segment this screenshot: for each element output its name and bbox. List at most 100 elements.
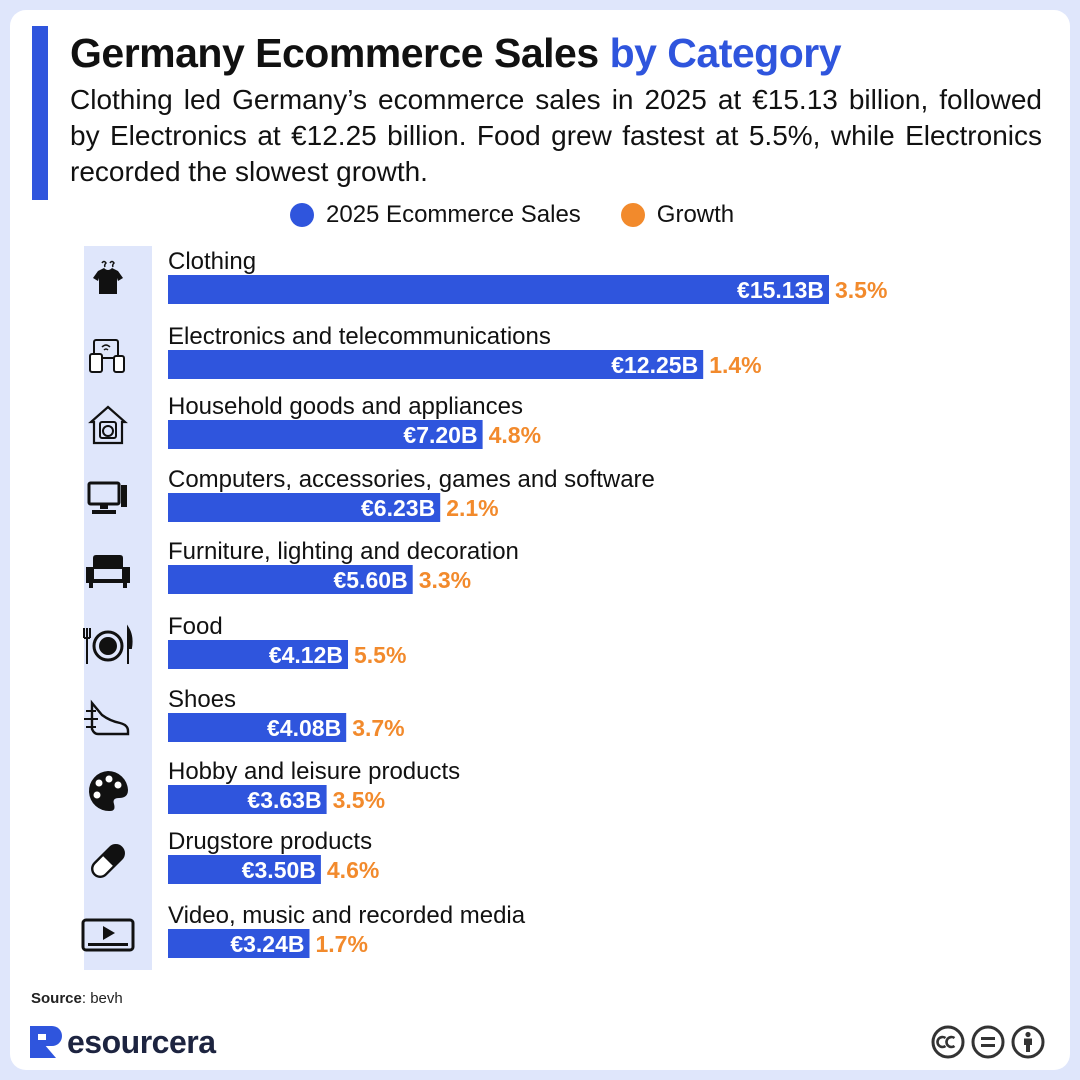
growth-value-label: 3.5%: [835, 277, 887, 303]
nd-icon: [971, 1025, 1005, 1059]
brand-logo: esourcera: [30, 1023, 216, 1060]
paint-dot: [95, 779, 103, 787]
growth-value-label: 3.3%: [419, 567, 471, 593]
sales-value-label: €6.23B: [361, 495, 435, 521]
shoe-shape: [90, 699, 130, 736]
paint-dot: [114, 781, 122, 789]
growth-value-label: 3.7%: [352, 715, 404, 741]
sales-value-label: €5.60B: [334, 567, 408, 593]
progress-track: [88, 943, 128, 946]
tablet-shape: [89, 353, 103, 373]
brand-name: esourcera: [67, 1023, 216, 1060]
sales-bar: [168, 420, 483, 449]
house-shape: [88, 405, 128, 445]
sales-value-label: €15.13B: [737, 277, 824, 303]
washer-shape: [99, 421, 117, 439]
sales-bar: [168, 929, 310, 958]
washer-drum: [102, 425, 114, 437]
sales-bar: [168, 640, 348, 669]
devices-icon: [89, 339, 125, 373]
growth-value-label: 4.8%: [489, 422, 541, 448]
sales-value-label: €4.12B: [269, 642, 343, 668]
sales-value-label: €3.50B: [242, 857, 316, 883]
chair-leg-right: [123, 583, 127, 588]
household-icon: [88, 405, 128, 445]
sales-bar: [168, 855, 321, 884]
sales-value-label: €12.25B: [611, 352, 698, 378]
dining-icon: [83, 624, 133, 664]
pill-half: [102, 845, 124, 867]
fork-shape: [83, 628, 91, 664]
monitor-shape: [93, 339, 119, 359]
growth-value-label: 2.1%: [446, 495, 498, 521]
growth-value-label: 3.5%: [333, 787, 385, 813]
growth-value-label: 1.7%: [316, 931, 368, 957]
infographic-card: Germany Ecommerce Sales by Category Clot…: [10, 10, 1070, 1070]
legend-item-sales: 2025 Ecommerce Sales: [290, 201, 581, 229]
chair-leg-left: [89, 583, 93, 588]
license-badges: [930, 1024, 1046, 1060]
player-frame: [81, 918, 135, 952]
computer-icon: [87, 481, 127, 514]
tower-shape: [121, 485, 127, 507]
category-label: Clothing: [168, 248, 256, 275]
category-label: Electronics and telecommunications: [168, 323, 551, 350]
tshirt-icon: [93, 260, 123, 294]
legend-swatch-growth: [620, 203, 645, 227]
cc-icon: [931, 1025, 965, 1059]
play-triangle: [103, 926, 115, 940]
paint-dot: [93, 791, 101, 799]
bar-chart: Clothing €15.13B 3.5% Electronics and telec…: [81, 248, 887, 958]
category-label: Shoes: [168, 686, 236, 713]
chair-back: [93, 555, 123, 569]
source-note: Source: bevh: [31, 990, 123, 1007]
title-main: Germany Ecommerce Sales: [70, 30, 599, 76]
keyboard-shape: [92, 510, 116, 514]
sales-bar: [168, 785, 327, 814]
wifi-shape: [101, 344, 111, 351]
plate-center: [99, 637, 117, 655]
category-label: Computers, accessories, games and softwa…: [168, 466, 655, 493]
brand-mark-icon: [30, 1026, 62, 1058]
chart-legend: 2025 Ecommerce Sales Growth: [290, 200, 774, 230]
tshirt-shape: [93, 268, 123, 294]
sales-bar: [168, 713, 347, 742]
video-player-icon: [81, 918, 135, 952]
knife-shape: [127, 624, 133, 664]
legend-label-sales: 2025 Ecommerce Sales: [326, 201, 581, 228]
sales-bar: [168, 493, 441, 522]
category-label: Video, music and recorded media: [168, 902, 526, 929]
category-label: Drugstore products: [168, 828, 372, 855]
sales-value-label: €4.08B: [267, 715, 341, 741]
page-subtitle: Clothing led Germany’s ecommerce sales i…: [70, 84, 1042, 187]
speed-lines: [84, 710, 98, 728]
category-label: Household goods and appliances: [168, 393, 523, 420]
by-icon: [1011, 1025, 1045, 1059]
category-label: Food: [168, 613, 223, 640]
sales-bar: [168, 350, 704, 379]
legend-label-growth: Growth: [656, 201, 735, 228]
sneaker-icon: [84, 699, 130, 736]
page-title: Germany Ecommerce Sales by Category: [70, 30, 842, 77]
pill-group: [91, 844, 125, 878]
sales-value-label: €3.63B: [247, 787, 321, 813]
source-label: Source: [31, 990, 82, 1007]
growth-value-label: 1.4%: [709, 352, 761, 378]
pill-icon: [91, 844, 125, 878]
title-highlight: by Category: [609, 30, 842, 76]
source-text: : bevh: [81, 990, 123, 1007]
sales-value-label: €3.24B: [230, 931, 304, 957]
paint-dot: [105, 775, 113, 783]
sales-bar: [168, 275, 829, 304]
growth-value-label: 4.6%: [327, 857, 379, 883]
plate-rim: [92, 630, 124, 662]
category-label: Hobby and leisure products: [168, 758, 460, 785]
growth-value-label: 5.5%: [354, 642, 406, 668]
screen-shape: [87, 481, 121, 506]
sales-value-label: €7.20B: [403, 422, 477, 448]
sales-bar: [168, 565, 413, 594]
legend-item-growth: Growth: [620, 201, 735, 229]
category-label: Furniture, lighting and decoration: [168, 538, 519, 565]
armchair-icon: [86, 555, 130, 588]
stand-shape: [100, 504, 108, 509]
